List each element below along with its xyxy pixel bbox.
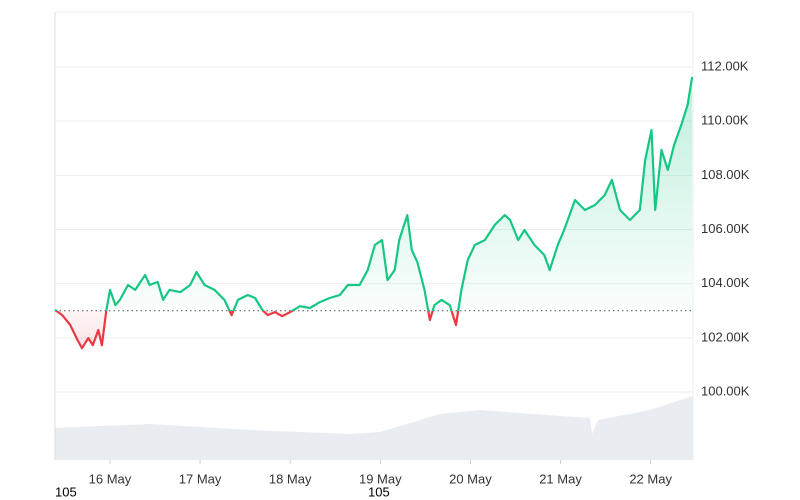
y-tick-label: 110.00K (701, 113, 749, 128)
x-tick-label: 21 May (539, 471, 582, 486)
x-tick-label: 18 May (269, 471, 312, 486)
x-tick-label: 16 May (89, 471, 132, 486)
x-tick-label: 20 May (449, 471, 492, 486)
x-tick-label: 19 May (359, 471, 402, 486)
y-tick-label: 108.00K (701, 167, 750, 182)
y-tick-label: 112.00K (701, 58, 749, 73)
y-tick-label: 106.00K (701, 221, 750, 236)
y-tick-label: 104.00K (701, 275, 750, 290)
footnote: 105 (55, 484, 77, 499)
y-tick-label: 102.00K (701, 329, 750, 344)
price-line (54, 76, 694, 350)
area-fill (55, 77, 693, 349)
footnote: 105 (368, 484, 390, 499)
y-tick-label: 100.00K (701, 383, 750, 398)
x-tick-label: 22 May (629, 471, 672, 486)
volume-area (55, 396, 693, 460)
x-tick-label: 17 May (179, 471, 222, 486)
